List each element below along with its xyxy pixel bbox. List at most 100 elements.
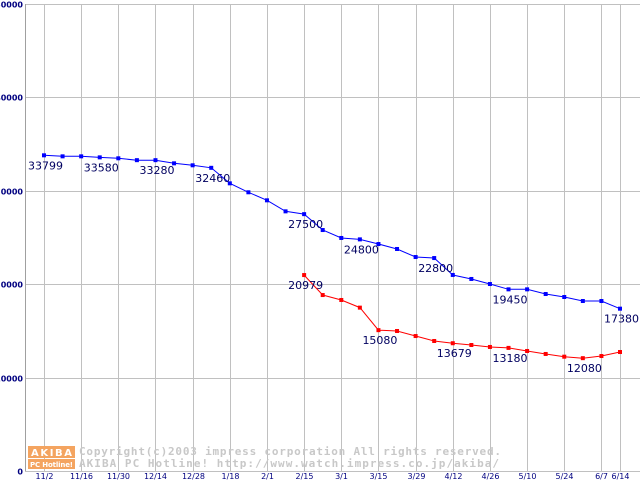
red-data-point bbox=[506, 345, 511, 350]
x-tick-label: 3/15 bbox=[370, 472, 388, 480]
logo-bottom-box bbox=[28, 459, 75, 469]
red-data-point bbox=[302, 273, 307, 278]
blue-data-label: 19450 bbox=[493, 293, 528, 306]
logo-top-box bbox=[28, 446, 75, 458]
red-data-point bbox=[562, 354, 567, 359]
x-tick-label: 4/12 bbox=[445, 472, 463, 480]
red-data-label: 12080 bbox=[567, 362, 602, 375]
x-tick-label: 2/1 bbox=[261, 472, 274, 480]
red-data-label: 13679 bbox=[437, 347, 472, 360]
x-tick-label: 11/2 bbox=[36, 472, 54, 480]
red-data-point bbox=[339, 297, 344, 302]
blue-data-point bbox=[116, 156, 121, 161]
y-tick-label: 30000 bbox=[0, 188, 23, 197]
y-axis-ticks: 0 10000 20000 30000 40000 50000 bbox=[0, 1, 23, 477]
blue-data-label: 17380 bbox=[604, 313, 639, 326]
logo-bottom-text: PC Hotline! bbox=[30, 461, 73, 469]
blue-data-point bbox=[562, 294, 567, 299]
blue-data-point bbox=[209, 165, 214, 170]
red-series-line bbox=[303, 274, 621, 359]
blue-data-point bbox=[190, 163, 195, 168]
blue-data-point bbox=[357, 237, 362, 242]
blue-data-point bbox=[413, 255, 418, 260]
blue-data-label: 33280 bbox=[139, 164, 174, 177]
blue-data-point bbox=[376, 242, 381, 247]
blue-data-point bbox=[227, 181, 232, 186]
blue-data-point bbox=[320, 228, 325, 233]
blue-data-point bbox=[153, 158, 158, 163]
x-tick-label: 11/30 bbox=[107, 472, 130, 480]
blue-data-label: 22800 bbox=[418, 262, 453, 275]
x-tick-label: 11/16 bbox=[70, 472, 93, 480]
blue-data-point bbox=[283, 209, 288, 214]
red-data-point bbox=[580, 356, 585, 361]
x-tick-label: 4/26 bbox=[482, 472, 500, 480]
blue-data-point bbox=[450, 272, 455, 277]
blue-data-label: 32460 bbox=[195, 172, 230, 185]
blue-data-point bbox=[42, 153, 46, 158]
y-tick-label: 0 bbox=[17, 468, 23, 477]
x-tick-label: 2/15 bbox=[296, 472, 314, 480]
blue-data-point bbox=[97, 155, 102, 160]
red-data-point bbox=[413, 334, 418, 339]
y-tick-label: 20000 bbox=[0, 281, 23, 290]
blue-data-point bbox=[264, 198, 269, 203]
red-data-point bbox=[487, 344, 492, 349]
blue-data-point bbox=[543, 292, 548, 297]
x-tick-label: 1/18 bbox=[222, 472, 240, 480]
blue-data-label: 33799 bbox=[28, 159, 63, 172]
blue-series-line bbox=[43, 154, 621, 310]
x-tick-label: 6/14 bbox=[612, 472, 630, 480]
grid bbox=[25, 4, 640, 472]
site-url-text: AKIBA PC Hotline! http://www.watch.impre… bbox=[79, 457, 499, 470]
blue-data-point bbox=[487, 282, 492, 287]
blue-data-point bbox=[302, 212, 307, 217]
red-data-point bbox=[599, 354, 604, 359]
blue-data-point bbox=[599, 299, 604, 304]
red-data-point bbox=[450, 341, 455, 346]
blue-data-point bbox=[469, 276, 474, 281]
x-tick-label: 5/10 bbox=[519, 472, 537, 480]
red-data-point bbox=[432, 338, 437, 343]
blue-data-point bbox=[339, 235, 344, 240]
blue-data-label: 24800 bbox=[344, 243, 379, 256]
y-tick-label: 10000 bbox=[0, 375, 23, 384]
blue-data-point bbox=[172, 161, 177, 166]
blue-data-label: 27500 bbox=[288, 218, 323, 231]
red-data-label: 20979 bbox=[288, 279, 323, 292]
logo-top-text: AKIBA bbox=[31, 448, 72, 459]
red-data-label: 15080 bbox=[362, 334, 397, 347]
blue-data-point bbox=[432, 256, 437, 261]
copyright-text: Copyright(c)2003 impress corporation All… bbox=[79, 445, 501, 458]
x-tick-label: 3/29 bbox=[408, 472, 426, 480]
red-data-point bbox=[357, 305, 362, 310]
x-tick-label: 5/24 bbox=[556, 472, 574, 480]
series-layer bbox=[42, 153, 622, 361]
red-data-point bbox=[525, 348, 530, 353]
red-data-point bbox=[469, 343, 474, 348]
blue-data-point bbox=[60, 154, 65, 159]
blue-data-label: 33580 bbox=[84, 161, 119, 174]
y-tick-label: 40000 bbox=[0, 94, 23, 103]
y-tick-label: 50000 bbox=[0, 1, 23, 10]
red-data-label: 13180 bbox=[493, 352, 528, 365]
blue-data-point bbox=[506, 287, 511, 292]
blue-data-point bbox=[580, 299, 585, 304]
watermark: AKIBA PC Hotline! Copyright(c)2003 impre… bbox=[28, 445, 501, 470]
blue-data-point bbox=[134, 158, 139, 163]
red-data-point bbox=[543, 351, 548, 356]
blue-data-point bbox=[525, 287, 530, 292]
x-tick-label: 12/28 bbox=[182, 472, 205, 480]
blue-data-point bbox=[79, 154, 84, 159]
blue-data-point bbox=[246, 190, 251, 195]
data-labels: 33799 33580 33280 32460 27500 24800 22800 19450… bbox=[28, 159, 639, 375]
blue-data-point bbox=[618, 306, 622, 311]
x-tick-label: 6/7 bbox=[595, 472, 608, 480]
x-tick-label: 3/1 bbox=[335, 472, 348, 480]
x-tick-label: 12/14 bbox=[144, 472, 167, 480]
blue-data-point bbox=[395, 246, 400, 251]
red-data-point bbox=[395, 328, 400, 333]
red-data-point bbox=[618, 350, 622, 355]
x-axis-ticks: 11/2 11/16 11/30 12/14 12/28 1/18 2/1 2/15 3/1 3/… bbox=[36, 472, 630, 480]
